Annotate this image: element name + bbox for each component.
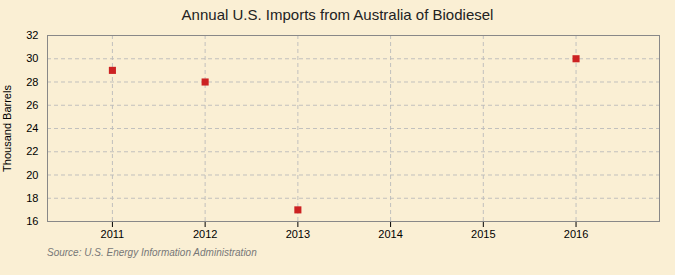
svg-text:2014: 2014: [378, 228, 402, 240]
svg-text:24: 24: [26, 122, 38, 134]
svg-text:28: 28: [26, 76, 38, 88]
svg-text:2012: 2012: [193, 228, 217, 240]
html-text:Annual U.S. Imports from Austr: Annual U.S. Imports from Australia of Bi…: [181, 6, 494, 23]
svg-text:18: 18: [26, 192, 38, 204]
svg-text:32: 32: [26, 29, 38, 41]
svg-text:26: 26: [26, 99, 38, 111]
svg-text:2013: 2013: [286, 228, 310, 240]
svg-text:2011: 2011: [101, 228, 125, 240]
svg-text:2015: 2015: [471, 228, 495, 240]
svg-text:22: 22: [26, 145, 38, 157]
svg-text:2016: 2016: [564, 228, 588, 240]
html-text:Source: U.S. Energy Informatio: Source: U.S. Energy Information Administ…: [47, 247, 257, 258]
svg-text:16: 16: [26, 215, 38, 227]
svg-text:30: 30: [26, 52, 38, 64]
svg-text:Thousand Barrels: Thousand Barrels: [1, 85, 13, 172]
svg-text:20: 20: [26, 169, 38, 181]
